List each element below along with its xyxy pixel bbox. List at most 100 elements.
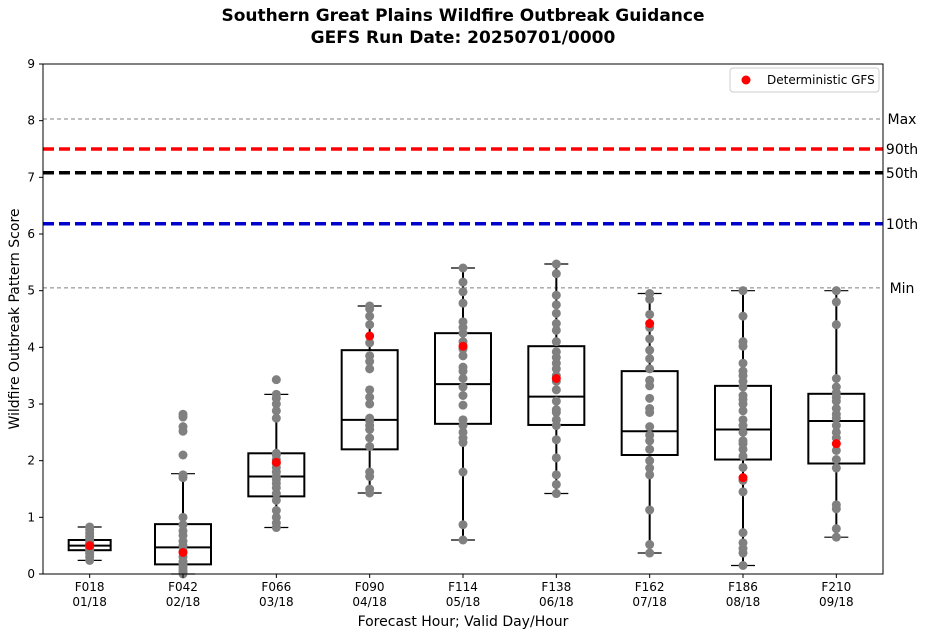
y-axis-label: Wildfire Outbreak Pattern Score	[7, 208, 23, 429]
x-tick-label-hour: F186	[728, 580, 758, 594]
ensemble-member-point	[458, 467, 468, 477]
y-tick-label: 0	[27, 567, 35, 581]
ensemble-member-point	[551, 435, 561, 445]
ensemble-member-point	[271, 389, 281, 399]
deterministic-point	[458, 341, 468, 351]
ensemble-member-point	[178, 512, 188, 522]
ensemble-member-point	[551, 337, 561, 347]
x-tick-label-hour: F162	[635, 580, 665, 594]
ensemble-member-point	[831, 374, 841, 383]
x-tick-label-hour: F042	[168, 580, 198, 594]
ensemble-member-point	[738, 337, 748, 347]
y-tick-label: 3	[27, 397, 35, 411]
x-tick-label-valid: 06/18	[539, 595, 574, 609]
ensemble-member-point	[458, 351, 468, 361]
ensemble-member-point	[645, 354, 655, 364]
ensemble-member-point	[551, 479, 561, 489]
ensemble-member-point	[738, 311, 748, 321]
ensemble-member-point	[831, 421, 841, 431]
deterministic-point	[831, 439, 841, 449]
ensemble-member-point	[365, 364, 375, 374]
ensemble-member-point	[458, 535, 468, 545]
y-tick-label: 4	[27, 340, 35, 354]
y-tick-label: 5	[27, 284, 35, 298]
ensemble-member-point	[551, 319, 561, 329]
ensemble-member-point	[738, 462, 748, 472]
ensemble-member-point	[458, 415, 468, 425]
ensemble-member-point	[831, 286, 841, 296]
x-tick-label-valid: 03/18	[259, 595, 294, 609]
ensemble-member-point	[551, 470, 561, 480]
reference-line-label: 50th	[886, 166, 918, 182]
ensemble-member-point	[458, 382, 468, 392]
ensemble-member-point	[831, 382, 841, 392]
ensemble-member-point	[551, 300, 561, 310]
ensemble-member-point	[271, 406, 281, 416]
deterministic-point	[738, 473, 748, 483]
ensemble-member-point	[551, 415, 561, 425]
ensemble-member-point	[271, 375, 281, 385]
ensemble-member-point	[551, 453, 561, 463]
ensemble-member-point	[551, 269, 561, 279]
deterministic-point	[365, 331, 375, 341]
ensemble-member-point	[645, 470, 655, 480]
ensemble-member-point	[831, 427, 841, 437]
ensemble-member-point	[271, 495, 281, 505]
ensemble-member-point	[831, 532, 841, 542]
ensemble-member-point	[178, 470, 188, 480]
ensemble-member-point	[551, 396, 561, 406]
deterministic-point	[645, 319, 655, 329]
ensemble-member-point	[551, 405, 561, 415]
legend-marker-deterministic	[741, 75, 751, 85]
ensemble-member-point	[645, 540, 655, 550]
x-axis-label: Forecast Hour; Valid Day/Hour	[358, 614, 569, 630]
ensemble-member-point	[85, 522, 95, 532]
ensemble-member-point	[551, 489, 561, 499]
legend-label-deterministic: Deterministic GFS	[767, 73, 875, 87]
ensemble-member-point	[458, 263, 468, 273]
ensemble-member-point	[551, 325, 561, 335]
ensemble-member-point	[738, 366, 748, 376]
ensemble-member-point	[365, 413, 375, 423]
ensemble-member-point	[645, 334, 655, 344]
ensemble-member-point	[365, 467, 375, 477]
ensemble-member-point	[645, 548, 655, 558]
ensemble-member-point	[738, 451, 748, 461]
ensemble-member-point	[458, 391, 468, 400]
ensemble-member-point	[738, 415, 748, 425]
ensemble-member-point	[365, 351, 375, 361]
x-tick-label-valid: 09/18	[819, 595, 854, 609]
ensemble-member-point	[738, 487, 748, 497]
ensemble-member-point	[365, 433, 375, 443]
ensemble-member-point	[738, 391, 748, 400]
deterministic-points	[85, 319, 841, 557]
ensemble-member-point	[645, 289, 655, 298]
ensemble-member-point	[458, 427, 468, 437]
ensemble-member-point	[271, 512, 281, 522]
ensemble-member-point	[645, 422, 655, 432]
legend: Deterministic GFS	[729, 67, 880, 93]
ensemble-member-point	[738, 561, 748, 570]
plot-frame	[42, 63, 884, 575]
y-tick-label: 7	[27, 170, 35, 184]
ensemble-member-point	[271, 506, 281, 516]
ensemble-member-point	[458, 277, 468, 287]
ensemble-member-point	[458, 374, 468, 383]
ensemble-member-point	[738, 538, 748, 548]
ensemble-member-point	[178, 450, 188, 460]
chart-title: Southern Great Plains Wildfire Outbreak …	[221, 6, 705, 26]
x-tick-label-valid: 08/18	[726, 595, 761, 609]
ensemble-member-point	[831, 297, 841, 307]
ensemble-member-point	[645, 404, 655, 414]
ensemble-member-point	[738, 436, 748, 446]
ensemble-member-point	[645, 375, 655, 385]
x-tick-label-valid: 01/18	[72, 595, 107, 609]
ensemble-member-point	[551, 385, 561, 395]
ensemble-member-point	[551, 290, 561, 300]
ensemble-member-point	[645, 444, 655, 454]
ensemble-member-point	[645, 430, 655, 440]
ensemble-member-point	[551, 259, 561, 269]
ensemble-member-point	[458, 362, 468, 372]
